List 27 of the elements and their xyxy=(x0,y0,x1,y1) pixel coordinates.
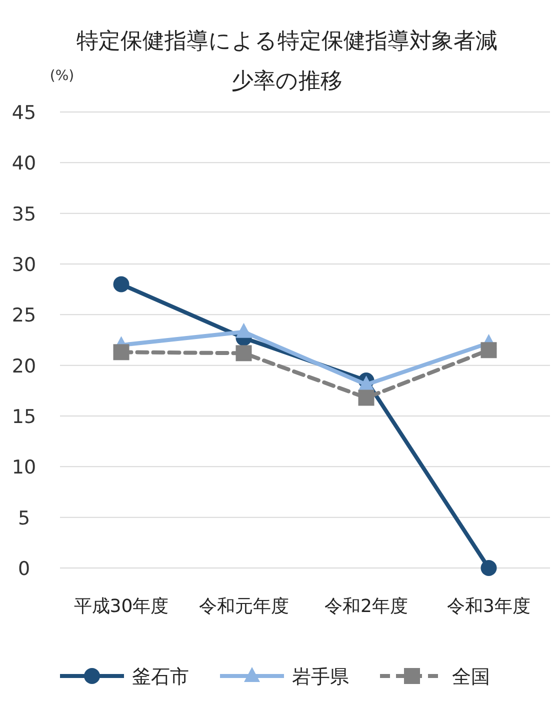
point xyxy=(236,322,252,338)
point xyxy=(113,276,130,292)
y-tick-label: 10 xyxy=(12,456,36,479)
y-tick-label: 20 xyxy=(12,355,36,378)
point xyxy=(236,345,252,362)
legend-label: 釜石市 xyxy=(132,666,189,688)
x-tick-label: 令和元年度 xyxy=(198,596,289,617)
y-tick-label: 35 xyxy=(12,203,36,226)
x-tick-label: 平成30年度 xyxy=(74,596,169,617)
y-tick-label: 5 xyxy=(18,507,30,530)
y-tick-label: 15 xyxy=(12,406,36,428)
legend-label: 岩手県 xyxy=(292,666,349,688)
title: 特定保健指導による特定保健指導対象者減少率の推移 xyxy=(76,29,498,94)
point xyxy=(358,376,374,391)
point xyxy=(358,390,374,406)
point xyxy=(480,560,497,576)
legend-label: 全国 xyxy=(452,666,490,688)
x-tick-label: 令和3年度 xyxy=(447,596,530,617)
x-tick-label: 令和2年度 xyxy=(324,596,408,617)
y-tick-label: 25 xyxy=(12,304,36,327)
y-tick-label: 40 xyxy=(12,152,36,175)
point xyxy=(480,342,497,358)
y-tick-label: 0 xyxy=(18,558,30,580)
y-tick-label: 30 xyxy=(12,254,36,276)
y-tick-label: 45 xyxy=(12,102,36,124)
point xyxy=(113,344,130,360)
y-axis-title: (%) xyxy=(50,68,74,84)
